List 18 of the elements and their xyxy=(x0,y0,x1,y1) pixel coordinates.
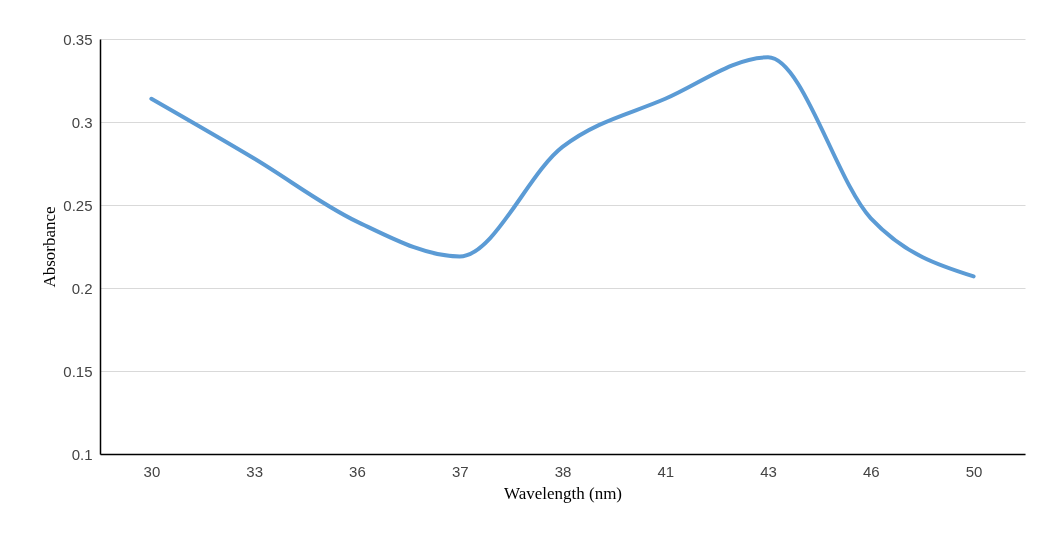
y-tick-label: 0.25 xyxy=(63,196,93,214)
line-series xyxy=(149,55,976,279)
x-tick-label: 36 xyxy=(349,462,366,480)
y-tick-label: 0.3 xyxy=(71,113,93,131)
x-tick-label: 50 xyxy=(965,462,983,480)
y-axis-title: Absorbance xyxy=(40,206,60,288)
x-tick-label: 37 xyxy=(451,462,469,480)
x-tick-label: 41 xyxy=(657,462,675,480)
y-tick-label: 0.15 xyxy=(63,362,93,380)
x-axis-title: Wavelength (nm) xyxy=(503,483,623,503)
x-tick-label: 30 xyxy=(143,462,161,480)
x-tick-label: 33 xyxy=(246,462,264,480)
y-tick-label: 0.1 xyxy=(71,445,93,463)
x-tick-label: 46 xyxy=(862,462,880,480)
x-tick-label: 43 xyxy=(760,462,777,480)
y-tick-label: 0.35 xyxy=(63,30,93,48)
x-tick-label: 38 xyxy=(554,462,572,480)
y-tick-label: 0.2 xyxy=(71,279,93,297)
